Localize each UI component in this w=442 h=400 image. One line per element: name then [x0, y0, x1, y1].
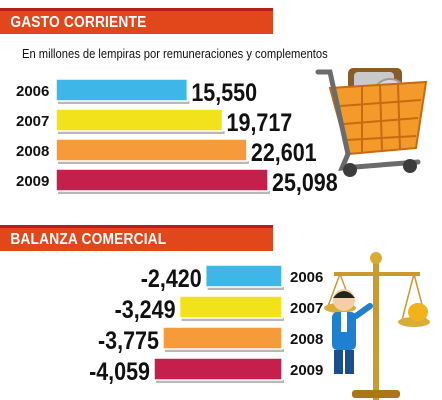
- gasto-corriente-header-bar: GASTO CORRIENTE: [0, 8, 273, 34]
- gasto-value-label-2006: 15,550: [191, 78, 257, 106]
- balanza-year-label-2007: 2007: [290, 300, 323, 317]
- balanza-value-label-2009: -4,059: [89, 357, 150, 385]
- gasto-corriente-subtitle: En millones de lempiras por remuneracion…: [22, 46, 328, 61]
- balanza-bar-shadow-2006: [207, 287, 284, 290]
- gasto-bar-shadow-2007: [58, 131, 225, 134]
- balanza-bar-2008: [162, 326, 283, 350]
- gasto-corriente-title: GASTO CORRIENTE: [10, 13, 147, 31]
- balance-scale-icon: [324, 252, 430, 400]
- balanza-bar-2006: [204, 264, 283, 288]
- gasto-bar-2008: [55, 138, 248, 162]
- gasto-bar-shadow-2009: [58, 191, 270, 194]
- balanza-value-label-2007: -3,249: [115, 295, 176, 323]
- balanza-value-label-2006: -2,420: [141, 264, 202, 292]
- gasto-year-label-2006: 2006: [16, 83, 49, 100]
- balanza-bar-shadow-2009: [156, 380, 284, 383]
- balanza-bar-shadow-2007: [181, 318, 284, 321]
- balanza-value-label-2008: -3,775: [98, 326, 159, 354]
- balanza-comercial-title: BALANZA COMERCIAL: [10, 230, 167, 248]
- gasto-corriente-chart: 2006 15,550 2007 19,717 2008 22,601 2009 25,098: [16, 78, 338, 196]
- balanza-year-label-2008: 2008: [290, 331, 323, 348]
- gasto-year-label-2007: 2007: [16, 113, 49, 130]
- gasto-year-label-2008: 2008: [16, 143, 49, 160]
- balanza-bar-2009: [153, 357, 283, 381]
- gasto-bar-shadow-2006: [58, 101, 190, 104]
- gasto-bar-2009: [55, 168, 269, 192]
- gasto-value-label-2007: 19,717: [227, 108, 293, 136]
- gasto-value-label-2009: 25,098: [272, 168, 338, 196]
- balanza-bar-shadow-2008: [164, 349, 284, 352]
- gasto-bar-2007: [55, 108, 224, 132]
- balanza-comercial-chart: -2,420 2006 -3,249 2007 -3,775 2008 -4,059 2009: [89, 264, 323, 385]
- shopping-cart-icon: $: [315, 68, 428, 177]
- gasto-value-label-2008: 22,601: [251, 138, 317, 166]
- gasto-year-label-2009: 2009: [16, 173, 49, 190]
- balanza-bar-2007: [178, 295, 283, 319]
- balanza-year-label-2009: 2009: [290, 362, 323, 379]
- gasto-bar-2006: [55, 78, 189, 102]
- balanza-comercial-header-bar: BALANZA COMERCIAL: [0, 225, 273, 251]
- gasto-bar-shadow-2008: [58, 161, 249, 164]
- balanza-year-label-2006: 2006: [290, 269, 323, 286]
